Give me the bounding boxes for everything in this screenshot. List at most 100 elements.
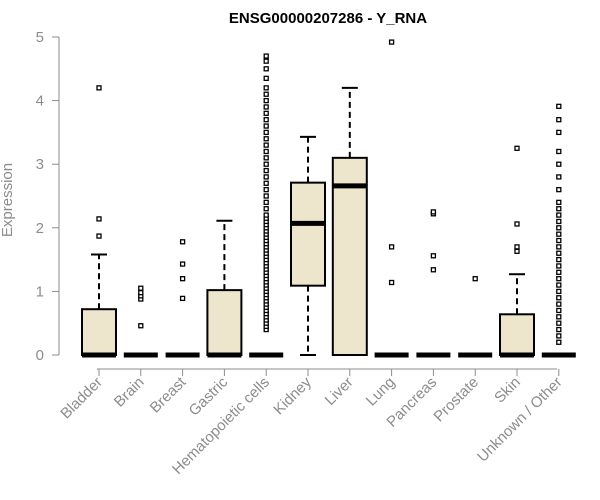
- outlier-point: [556, 244, 562, 250]
- outlier-point: [556, 314, 562, 320]
- chart-title: ENSG00000207286 - Y_RNA: [229, 10, 427, 27]
- box-liver: [331, 86, 368, 356]
- outlier-point: [430, 209, 437, 215]
- outlier-point: [263, 142, 269, 148]
- outlier-point: [556, 148, 562, 155]
- x-tick-label: Kidney: [270, 373, 315, 418]
- outlier-point: [388, 244, 395, 250]
- box-prostate: [458, 276, 493, 358]
- box-series: [81, 39, 576, 358]
- outlier-point: [556, 326, 562, 333]
- outlier-point: [263, 155, 269, 161]
- outlier-point: [263, 129, 269, 136]
- outlier-point: [263, 91, 269, 97]
- outlier-point: [263, 206, 269, 212]
- outlier-point: [430, 253, 437, 259]
- box-pancreas: [416, 209, 451, 358]
- outlier-point: [179, 295, 186, 302]
- outlier-point: [263, 104, 269, 110]
- outlier-point: [556, 256, 562, 263]
- outlier-point: [514, 221, 520, 227]
- outlier-point: [556, 282, 562, 288]
- x-tick-label: Breast: [147, 373, 190, 416]
- outlier-point: [556, 174, 562, 180]
- outlier-point: [556, 212, 562, 218]
- y-tick-label: 5: [36, 29, 44, 46]
- outlier-point: [556, 218, 562, 225]
- x-tick-label: Liver: [322, 374, 357, 409]
- outlier-point: [556, 269, 562, 275]
- y-axis: 0 1 2 3 4 5: [36, 29, 60, 364]
- outlier-point: [556, 333, 562, 339]
- outlier-point: [556, 263, 562, 269]
- outlier-point: [472, 276, 478, 282]
- outlier-point: [556, 307, 562, 314]
- outlier-point: [556, 186, 562, 193]
- outlier-point: [556, 295, 562, 301]
- y-axis-label: Expression: [0, 163, 16, 237]
- outlier-point: [388, 279, 395, 286]
- box-iqr: [81, 308, 117, 357]
- outlier-point: [179, 276, 186, 282]
- box-hematopoietic-cells: [249, 53, 284, 358]
- y-tick-label: 1: [36, 283, 44, 300]
- box-iqr: [331, 156, 368, 356]
- x-axis: [97, 368, 560, 376]
- box-iqr: [206, 289, 243, 356]
- outlier-point: [138, 323, 144, 329]
- outlier-point: [96, 233, 102, 239]
- outlier-point: [179, 261, 186, 267]
- outlier-point: [556, 129, 562, 136]
- x-tick-label: Skin: [491, 374, 524, 407]
- y-tick-label: 2: [36, 220, 44, 237]
- box-iqr: [290, 181, 326, 287]
- outlier-point: [263, 53, 269, 59]
- outlier-point: [556, 320, 562, 326]
- outlier-point: [96, 85, 102, 91]
- outlier-point: [556, 117, 562, 123]
- outlier-point: [263, 123, 269, 129]
- y-tick-label: 4: [36, 93, 44, 110]
- box-unknown-other: [541, 103, 576, 358]
- outlier-point: [556, 276, 562, 282]
- outlier-point: [263, 85, 269, 91]
- outlier-point: [263, 66, 269, 72]
- outlier-point: [514, 145, 520, 151]
- outlier-point: [514, 248, 520, 254]
- box-gastric: [206, 219, 243, 358]
- box-skin: [499, 145, 535, 358]
- outlier-point: [556, 103, 562, 109]
- outlier-point: [556, 161, 562, 167]
- x-tick-label: Lung: [363, 374, 399, 410]
- outlier-point: [556, 301, 562, 307]
- outlier-point: [263, 167, 269, 174]
- outlier-point: [263, 174, 269, 180]
- outlier-point: [514, 244, 520, 250]
- outlier-point: [263, 193, 269, 199]
- outlier-point: [556, 225, 562, 231]
- outlier-point: [263, 110, 269, 116]
- outlier-point: [263, 97, 269, 104]
- outlier-point: [138, 285, 144, 291]
- outlier-point: [263, 199, 269, 206]
- box-bladder: [81, 85, 117, 358]
- outlier-point: [556, 237, 562, 244]
- outlier-point: [556, 288, 562, 295]
- box-breast: [165, 239, 200, 358]
- box-iqr: [499, 313, 535, 356]
- outlier-point: [263, 148, 269, 155]
- box-brain: [123, 285, 158, 358]
- x-tick-label: Brain: [111, 374, 148, 411]
- x-tick-label: Prostate: [430, 374, 482, 426]
- y-tick-label: 0: [36, 347, 44, 364]
- outlier-point: [556, 206, 562, 212]
- outlier-point: [388, 39, 395, 45]
- outlier-point: [263, 117, 269, 123]
- outlier-point: [263, 180, 269, 186]
- outlier-point: [556, 250, 562, 256]
- box-lung: [374, 39, 409, 358]
- outlier-point: [263, 212, 269, 218]
- outlier-point: [263, 186, 269, 193]
- box-kidney: [290, 135, 326, 356]
- outlier-point: [263, 58, 269, 64]
